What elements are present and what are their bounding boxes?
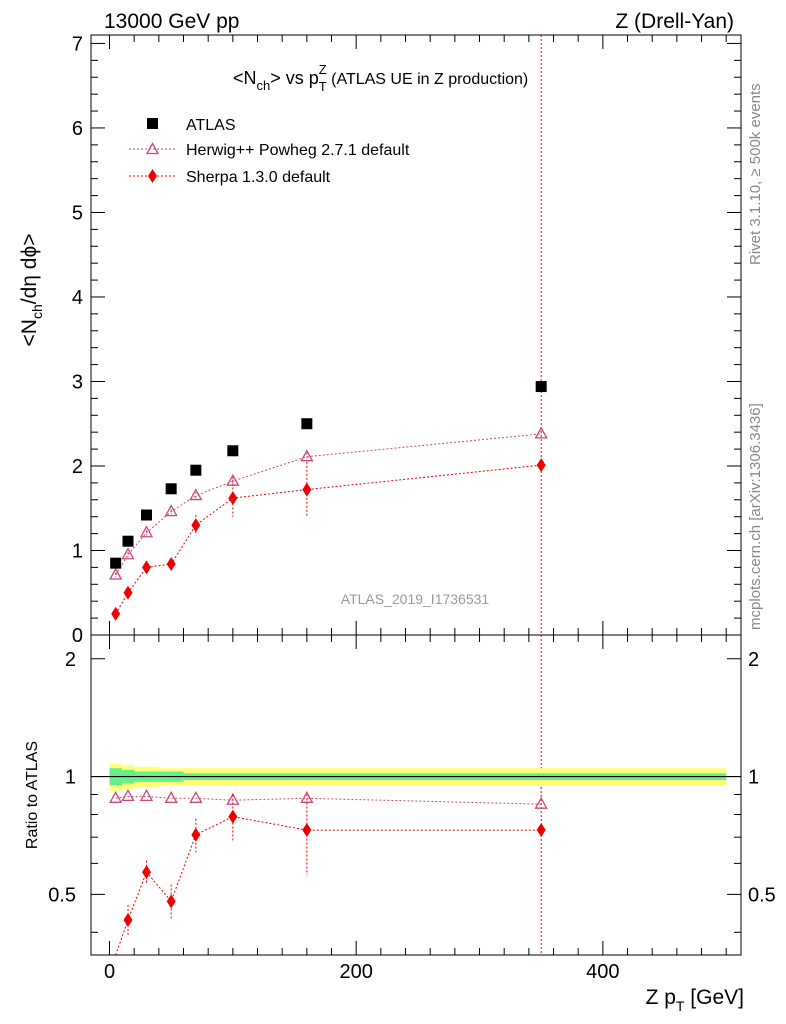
ratio-y-label: Ratio to ATLAS (24, 741, 41, 849)
atlas-point (141, 509, 153, 521)
rivet-note: Rivet 3.1.10, ≥ 500k events (747, 83, 764, 265)
herwig-point (139, 525, 154, 538)
x-axis-label: Z pT [GeV] (646, 986, 744, 1014)
legend-atlas-marker (147, 118, 158, 129)
main-y-tick-label: 3 (72, 371, 83, 393)
mcplots-note: mcplots.cern.ch [arXiv:1306.3436] (747, 403, 764, 630)
ratio-herwig-point (109, 790, 123, 803)
main-x-ticks (109, 35, 727, 635)
ratio-herwig-point (164, 790, 178, 803)
legend-item-herwig: Herwig++ Powheg 2.7.1 default (129, 142, 410, 159)
legend-sherpa-label: Sherpa 1.3.0 default (186, 169, 331, 186)
main-y-tick-label: 7 (72, 33, 83, 55)
main-y-tick-label: 2 (72, 456, 83, 478)
ratio-sherpa-point (191, 827, 201, 842)
legend-item-sherpa: Sherpa 1.3.0 default (129, 169, 331, 186)
ratio-y-tick-label-right: 0.5 (748, 884, 776, 906)
sherpa-point (191, 518, 201, 533)
main-plot-content (109, 35, 548, 635)
main-y-label: <Nch/dη dϕ> (18, 234, 45, 347)
header-right: Z (Drell-Yan) (615, 10, 734, 33)
x-tick-label: 200 (339, 961, 372, 983)
ratio-herwig-point (189, 790, 203, 803)
main-panel: 0 1 2 3 4 5 6 7 <Nch> vs pTZ (ATLAS UE in Z pro… (18, 33, 742, 647)
analysis-watermark: ATLAS_2019_I1736531 (341, 591, 490, 607)
ratio-herwig-point (300, 790, 314, 803)
ratio-plot-content (91, 635, 741, 956)
main-y-tick-label: 6 (72, 118, 83, 140)
atlas-point (122, 535, 134, 547)
sherpa-line (115, 464, 542, 615)
herwig-point (534, 426, 548, 439)
header-left: 13000 GeV pp (104, 10, 239, 33)
ratio-sherpa-line (115, 816, 542, 956)
atlas-point (301, 418, 313, 430)
ratio-sherpa-point (123, 913, 133, 928)
main-y-tick-label: 4 (72, 287, 83, 309)
ratio-sherpa-point (302, 823, 312, 838)
ratio-herwig-point (121, 789, 135, 802)
legend-item-atlas: ATLAS (147, 117, 236, 134)
ratio-sherpa-point (536, 823, 546, 838)
ratio-herwig-point (534, 796, 548, 809)
herwig-line (115, 433, 542, 576)
ratio-sherpa-point (142, 865, 152, 880)
main-y-tick-label: 1 (72, 540, 83, 562)
sherpa-point (536, 458, 546, 473)
herwig-point (300, 449, 314, 462)
legend: ATLAS Herwig++ Powheg 2.7.1 default Sher… (129, 117, 410, 186)
atlas-point (110, 557, 122, 569)
atlas-point (165, 483, 177, 495)
ratio-panel: 0.5 0.5 1 1 2 2 0 200 400 Ratio to ATLAS Z pT [… (24, 634, 776, 1014)
main-y-tick-label: 0 (72, 625, 83, 647)
ratio-y-tick-label-right: 2 (748, 649, 759, 671)
sherpa-point (302, 482, 312, 497)
herwig-point (121, 547, 135, 560)
main-y-axis: 0 1 2 3 4 5 6 7 (72, 33, 741, 647)
main-y-tick-label: 5 (72, 202, 83, 224)
x-tick-label: 0 (104, 961, 115, 983)
sherpa-point (111, 606, 121, 621)
legend-herwig-marker (145, 142, 160, 155)
ratio-frame (90, 634, 742, 956)
legend-herwig-label: Herwig++ Powheg 2.7.1 default (186, 142, 410, 159)
atlas-point (535, 381, 547, 393)
ratio-sherpa-point (166, 894, 176, 909)
ratio-x-axis: 0 200 400 (104, 635, 727, 983)
x-tick-label: 400 (586, 961, 619, 983)
legend-sherpa-marker (148, 169, 157, 183)
ratio-y-tick-label: 2 (65, 649, 76, 671)
atlas-point (227, 445, 239, 457)
herwig-point (109, 567, 123, 580)
sherpa-point (228, 491, 238, 506)
ratio-herwig-line (115, 795, 542, 805)
sherpa-point (123, 585, 133, 600)
ratio-y-tick-label: 1 (65, 767, 76, 789)
ratio-y-tick-label-right: 1 (748, 767, 759, 789)
ratio-y-tick-label: 0.5 (48, 884, 76, 906)
herwig-point (189, 488, 203, 501)
ratio-y-axis: 0.5 0.5 1 1 2 2 (48, 649, 776, 933)
sherpa-point (142, 560, 152, 575)
ratio-sherpa-point (228, 809, 238, 824)
ratio-herwig-point (139, 789, 154, 802)
legend-atlas-label: ATLAS (186, 117, 236, 134)
main-title: <Nch> vs pTZ (ATLAS UE in Z production) (233, 62, 528, 94)
herwig-point (164, 504, 178, 517)
sherpa-point (166, 557, 176, 572)
atlas-point (190, 464, 202, 476)
